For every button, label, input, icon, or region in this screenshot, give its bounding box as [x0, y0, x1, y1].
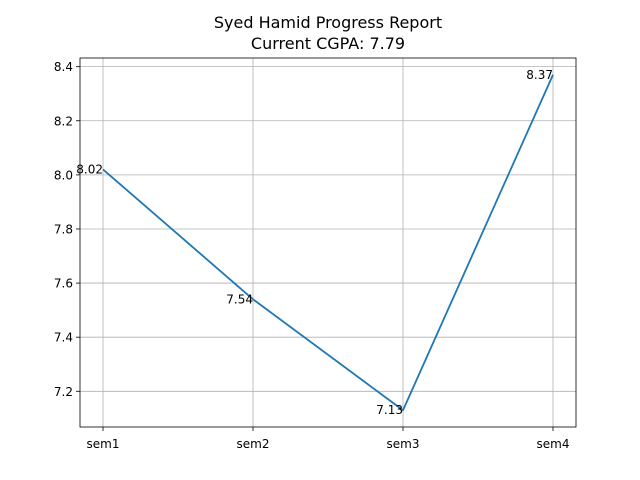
x-tick-label: sem2 [237, 437, 270, 451]
y-tick-label: 8.0 [54, 168, 73, 182]
x-tick-label: sem3 [387, 437, 420, 451]
data-label: 8.37 [526, 68, 553, 82]
data-labels: 8.02 7.54 7.13 8.37 [76, 68, 553, 417]
y-tick-label: 8.2 [54, 114, 73, 128]
plot-frame [79, 57, 577, 428]
x-tick-label: sem4 [537, 437, 570, 451]
chart-subtitle: Current CGPA: 7.79 [251, 34, 405, 53]
y-tick-label: 7.6 [54, 277, 73, 291]
y-tick-label: 7.2 [54, 385, 73, 399]
data-label: 7.54 [226, 292, 253, 306]
y-tick-label: 8.4 [54, 60, 73, 74]
x-tick-label: sem1 [87, 437, 120, 451]
y-tick-label: 7.8 [54, 222, 73, 236]
series-line [102, 74, 554, 412]
series-layer [102, 74, 554, 412]
chart-title: Syed Hamid Progress Report [214, 13, 442, 32]
y-tick-label: 7.4 [54, 331, 73, 345]
axis-ticks: sem1 sem2 sem3 sem4 7.2 7.4 7.6 7.8 8.0 8.2 8.4 [54, 60, 570, 451]
data-label: 7.13 [376, 403, 403, 417]
data-label: 8.02 [76, 162, 103, 176]
grid [80, 58, 576, 427]
